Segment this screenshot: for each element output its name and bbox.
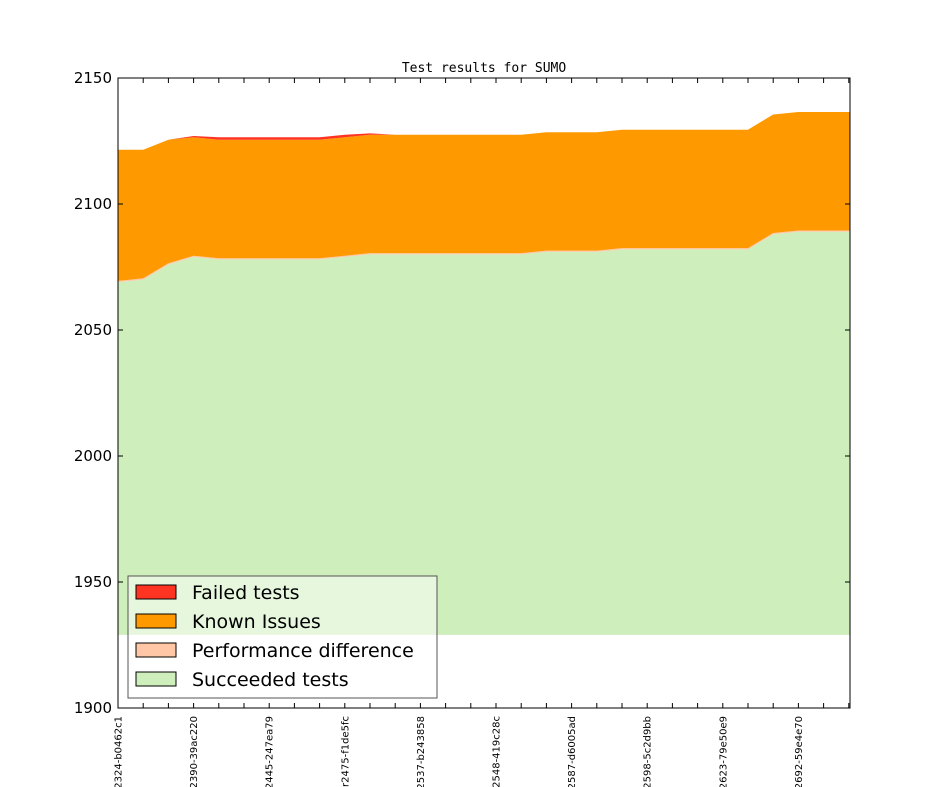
y-tick-label: 1950 xyxy=(74,573,112,591)
legend-swatch-failed-tests xyxy=(135,584,177,600)
plot-frame xyxy=(117,77,851,709)
x-tick-label: 2445-247ea79 xyxy=(265,716,276,787)
legend-label-known-issues: Known Issues xyxy=(192,611,321,633)
x-tick-label: 2548-419c28c xyxy=(492,716,503,787)
x-tick-label: 2598-5c2d9bb xyxy=(643,716,654,787)
y-tick-label: 2150 xyxy=(74,69,112,87)
y-axis: 1900 1950 2000 2050 2100 2150 xyxy=(74,69,850,717)
legend-label-succeeded-tests: Succeeded tests xyxy=(192,669,349,691)
chart-title: Test results for SUMO xyxy=(402,61,567,76)
x-tick-label: 2587-d6005ad xyxy=(567,716,578,787)
area-succeeded-tests xyxy=(118,231,850,635)
legend-swatch-known-issues xyxy=(135,613,177,629)
legend: Failed tests Known Issues Performance diff… xyxy=(127,575,438,699)
x-tick-label: r2475-f1de5fc xyxy=(340,716,351,787)
x-tick-label: 2324-b0462c1 xyxy=(114,716,125,787)
legend-label-performance-difference: Performance difference xyxy=(192,640,414,662)
legend-label-failed-tests: Failed tests xyxy=(192,582,300,604)
y-tick-label: 2100 xyxy=(74,195,112,213)
y-tick-label: 2000 xyxy=(74,447,112,465)
stacked-areas xyxy=(118,112,850,635)
legend-box xyxy=(127,575,438,699)
legend-swatch-succeeded-tests xyxy=(135,671,177,687)
y-tick-label: 2050 xyxy=(74,321,112,339)
y-tick-label: 1900 xyxy=(74,699,112,717)
area-known-issues xyxy=(118,112,850,281)
x-tick-label: 2623-79e50e9 xyxy=(718,716,729,787)
x-axis: 2324-b0462c1 2390-39ac220 2445-247ea79 r247… xyxy=(114,78,850,787)
x-tick-label: 2537-b243858 xyxy=(416,716,427,787)
legend-swatch-performance-difference xyxy=(135,642,177,658)
x-tick-label: 2692-59e4e70 xyxy=(794,716,805,787)
x-tick-label: 2390-39ac220 xyxy=(189,716,200,787)
